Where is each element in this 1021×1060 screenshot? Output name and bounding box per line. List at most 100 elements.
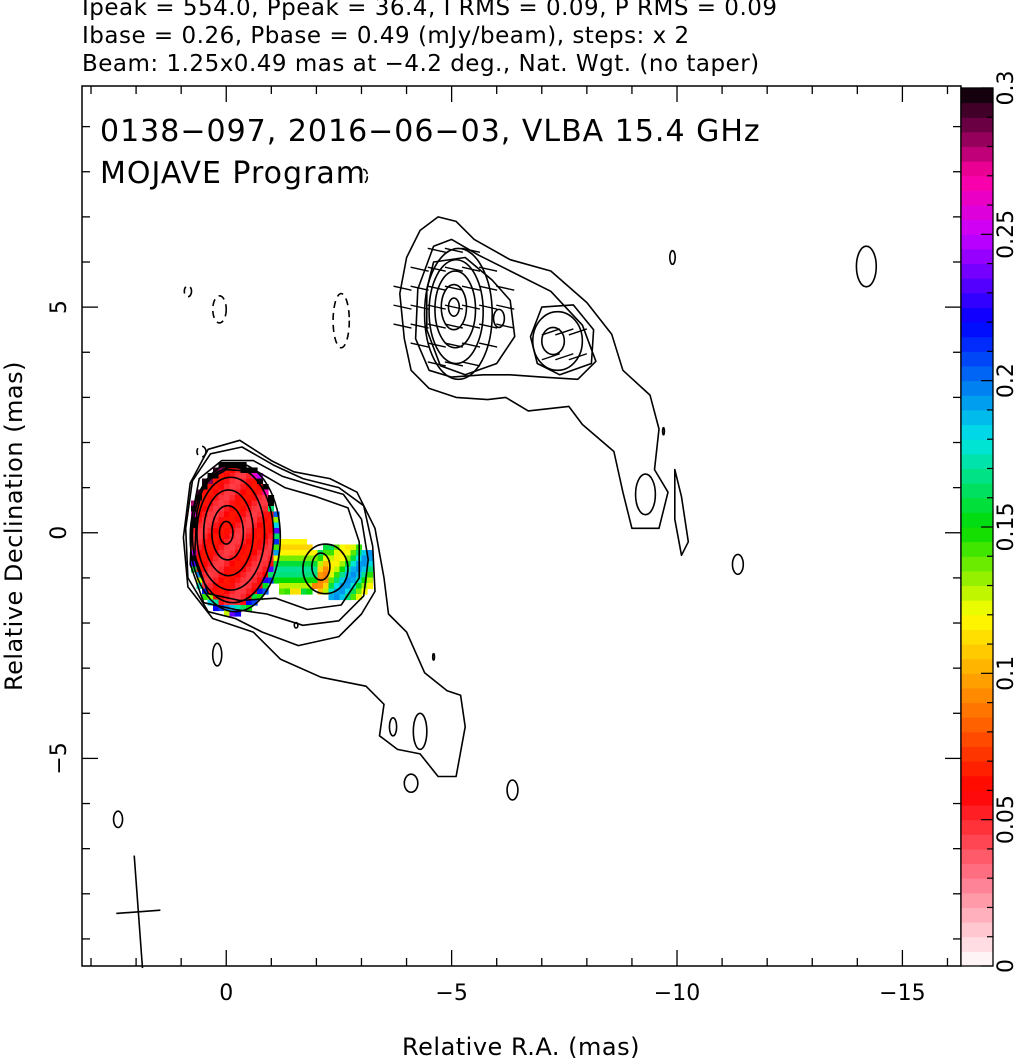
- pol-pixel: [367, 550, 374, 557]
- pol-pixel: [224, 550, 231, 557]
- core-contour: [189, 462, 282, 613]
- pol-pixel: [207, 478, 214, 485]
- core-contour: [202, 489, 255, 577]
- pol-pixel: [295, 544, 302, 551]
- evpa-tick: [461, 247, 481, 253]
- colorbar-swatch: [961, 790, 993, 806]
- pol-pixel: [251, 594, 258, 601]
- colorbar-swatch: [961, 190, 993, 206]
- pol-pixel: [224, 555, 231, 562]
- evpa-tick: [410, 285, 429, 291]
- pol-pixel: [284, 566, 291, 573]
- colorbar-swatch: [961, 322, 993, 338]
- pol-pixel: [301, 577, 308, 584]
- pol-pixel: [284, 583, 291, 590]
- beam-minor-axis: [116, 909, 161, 915]
- pol-pixel: [229, 484, 236, 491]
- pol-pixel: [361, 555, 368, 562]
- x-tick-label: −15: [879, 981, 925, 1006]
- pol-pixel: [262, 522, 269, 529]
- colorbar-swatch: [961, 366, 993, 382]
- pol-pixel: [257, 478, 264, 485]
- pol-pixel: [191, 533, 198, 540]
- chart-title: 0138−097, 2016−06−03, VLBA 15.4 GHz: [100, 114, 761, 149]
- pol-pixel: [306, 566, 313, 573]
- colorbar-swatch: [961, 746, 993, 762]
- envelope-contour: [414, 238, 597, 381]
- pol-pixel: [317, 561, 324, 568]
- pol-pixel: [218, 462, 225, 469]
- pol-pixel: [202, 528, 209, 535]
- pol-pixel: [339, 544, 346, 551]
- pol-pixel: [196, 517, 203, 524]
- pol-pixel: [196, 544, 203, 551]
- evpa-tick: [427, 266, 446, 272]
- header-line-2: Ibase = 0.26, Pbase = 0.49 (mJy/beam), s…: [82, 23, 690, 49]
- pol-pixel: [328, 583, 335, 590]
- pol-pixel: [290, 566, 297, 573]
- colorbar-swatch: [961, 395, 993, 411]
- evpa-tick: [478, 342, 498, 348]
- pol-pixel: [268, 495, 275, 502]
- pol-pixel: [251, 473, 258, 480]
- colorbar-swatch: [961, 556, 993, 572]
- pol-pixel: [235, 577, 242, 584]
- evpa-tick: [461, 266, 481, 272]
- pol-pixel: [207, 594, 214, 601]
- pol-pixel: [224, 467, 231, 474]
- colorbar-swatch: [961, 380, 993, 396]
- pol-pixel: [202, 522, 209, 529]
- pol-pixel: [240, 577, 247, 584]
- pol-pixel: [235, 539, 242, 546]
- pol-pixel: [290, 572, 297, 579]
- evpa-tick: [427, 247, 446, 253]
- evpa-tick: [427, 342, 446, 348]
- pol-pixel: [202, 511, 209, 518]
- pol-pixel: [213, 572, 220, 579]
- evpa-tick: [427, 361, 446, 367]
- pol-pixel: [251, 599, 258, 606]
- colorbar-swatch: [961, 219, 993, 235]
- pol-pixel: [224, 500, 231, 507]
- pol-pixel: [262, 583, 269, 590]
- pol-pixel: [273, 539, 280, 546]
- pol-pixel: [229, 561, 236, 568]
- evpa-tick: [427, 323, 446, 329]
- pol-pixel: [279, 544, 286, 551]
- colorbar-tick-label: 0.05: [994, 795, 1019, 844]
- pol-pixel: [213, 484, 220, 491]
- pol-pixel: [229, 495, 236, 502]
- pol-pixel: [235, 517, 242, 524]
- colorbar-swatch: [961, 585, 993, 601]
- pol-pixel: [350, 594, 357, 601]
- pol-pixel: [312, 555, 319, 562]
- pol-pixel: [268, 561, 275, 568]
- pol-pixel: [262, 566, 269, 573]
- colorbar-swatch: [961, 205, 993, 221]
- colorbar-swatch: [961, 439, 993, 455]
- pol-pixel: [306, 561, 313, 568]
- colorbar-swatch: [961, 307, 993, 323]
- pol-pixel: [207, 550, 214, 557]
- pol-pixel: [251, 495, 258, 502]
- pol-pixel: [213, 544, 220, 551]
- envelope-contour: [426, 256, 516, 376]
- pol-pixel: [339, 577, 346, 584]
- pol-pixel: [295, 588, 302, 595]
- pol-pixel: [251, 577, 258, 584]
- core-contour: [191, 466, 275, 604]
- colorbar-swatch: [961, 175, 993, 191]
- pol-pixel: [273, 550, 280, 557]
- jet-contour: [634, 473, 657, 516]
- pol-pixel: [301, 544, 308, 551]
- pol-pixel: [224, 511, 231, 518]
- pol-pixel: [246, 495, 253, 502]
- pol-pixel: [328, 561, 335, 568]
- pol-pixel: [328, 555, 335, 562]
- pol-pixel: [240, 561, 247, 568]
- pol-pixel: [257, 544, 264, 551]
- pol-pixel: [356, 594, 363, 601]
- pol-pixel: [213, 561, 220, 568]
- pol-pixel: [229, 588, 236, 595]
